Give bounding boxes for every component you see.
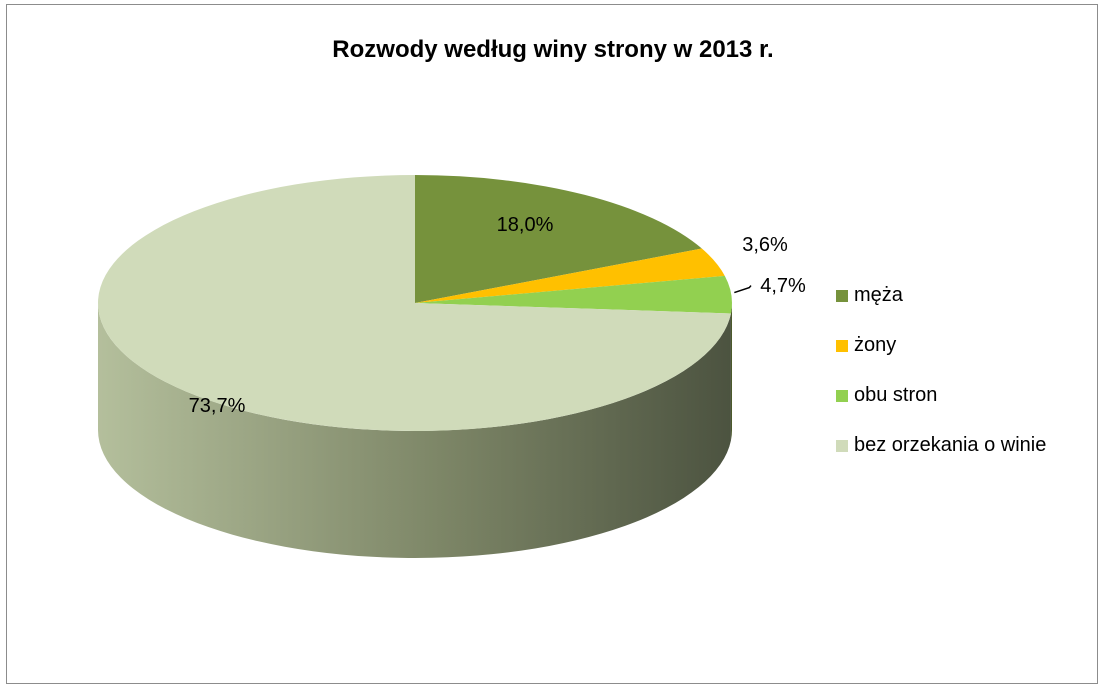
legend-swatch (836, 390, 848, 402)
chart-title: Rozwody według winy strony w 2013 r. (332, 36, 774, 63)
data-label-1: 18,0% (497, 214, 554, 236)
leader-line-group (734, 285, 752, 294)
pie-side-group (98, 303, 732, 559)
pie-side-4 (98, 303, 731, 559)
pie-slice-4 (98, 175, 731, 431)
data-label-2: 3,6% (742, 234, 788, 256)
legend-swatch (836, 340, 848, 352)
legend-item-2: żony (836, 333, 1101, 358)
data-label-4: 73,7% (189, 395, 246, 417)
leader-line-3 (734, 285, 752, 294)
pie-chart: 18,0% 3,6% 4,7% 73,7% (98, 175, 806, 559)
data-label-group: 18,0% 3,6% 4,7% 73,7% (189, 214, 806, 417)
pie-slice-3 (415, 275, 732, 314)
legend-label: męża (854, 284, 903, 306)
pie-side-3 (730, 303, 732, 441)
legend-swatch (836, 440, 848, 452)
pie-slice-1 (415, 175, 702, 303)
legend-label: żony (854, 334, 897, 356)
legend-item-4: bez orzekania o winie (836, 433, 1101, 458)
pie-slice-2 (415, 248, 725, 303)
legend-item-1: męża (836, 283, 1101, 308)
legend-swatch (836, 290, 848, 302)
legend-label: obu stron (854, 384, 938, 406)
legend: męża żony obu stron bez orzekania o winie (836, 283, 1101, 483)
data-label-3: 4,7% (760, 275, 806, 297)
pie-slice-group (98, 175, 732, 431)
legend-label: bez orzekania o winie (854, 434, 1047, 456)
legend-item-3: obu stron (836, 383, 1101, 408)
